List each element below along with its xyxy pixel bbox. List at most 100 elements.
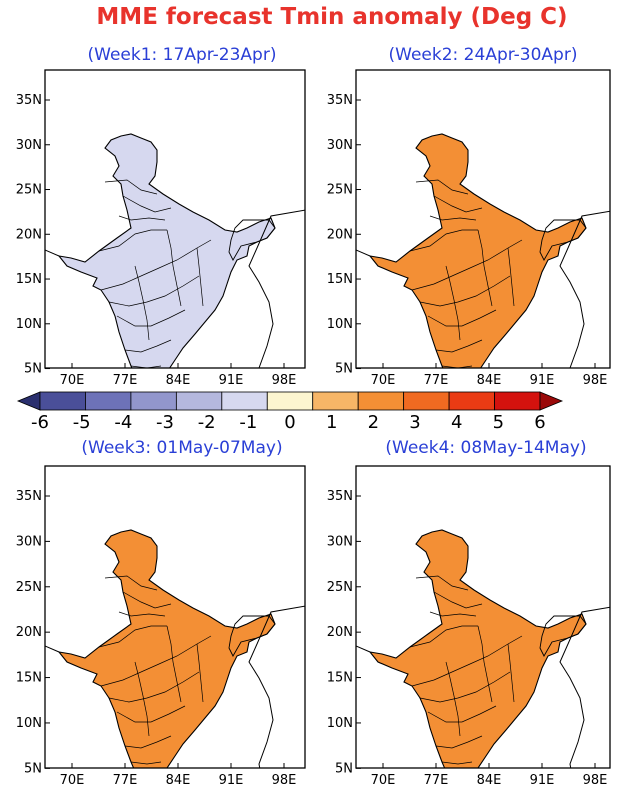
colorbar-swatch	[39, 391, 86, 411]
y-tick-label: 5N	[24, 761, 42, 776]
x-tick-label: 91E	[530, 773, 555, 788]
state-boundary	[98, 625, 167, 648]
colorbar-left-arrow	[16, 391, 41, 411]
x-tick-label: 77E	[424, 773, 449, 788]
map-area-week3	[45, 529, 305, 768]
state-boundary	[454, 772, 468, 790]
colorbar-right-arrow	[539, 391, 564, 411]
x-tick-label: 70E	[371, 773, 396, 788]
state-boundary	[118, 611, 166, 617]
colorbar-label: -1	[239, 412, 257, 433]
y-tick-label: 30N	[327, 138, 353, 153]
colorbar-label: -6	[31, 412, 49, 433]
state-boundary	[429, 611, 477, 617]
x-tick-label: 91E	[219, 773, 244, 788]
x-tick-label: 84E	[477, 773, 502, 788]
y-tick-label: 35N	[327, 93, 353, 108]
x-tick-label: 98E	[272, 373, 297, 388]
state-boundary	[507, 247, 515, 307]
y-tick-label: 20N	[327, 227, 353, 242]
ne-region-outline	[539, 615, 587, 657]
x-tick-label: 98E	[272, 773, 297, 788]
state-boundary	[118, 215, 166, 221]
land-fill	[59, 530, 275, 768]
state-boundary	[104, 575, 158, 591]
land-fill	[370, 530, 586, 768]
panel-title-week4: (Week4: 08May-14May)	[385, 438, 586, 458]
state-boundary	[477, 229, 493, 307]
y-tick-label: 20N	[16, 625, 42, 640]
colorbar-label: -4	[114, 412, 132, 433]
state-boundary	[122, 591, 172, 609]
state-boundary	[427, 705, 497, 723]
x-tick-label: 77E	[113, 373, 138, 388]
colorbar-swatch	[221, 391, 268, 411]
colorbar-label: -3	[156, 412, 174, 433]
coastline	[248, 209, 305, 368]
y-tick-label: 15N	[327, 272, 353, 287]
y-tick-label: 15N	[16, 272, 42, 287]
x-tick-label: 70E	[371, 373, 396, 388]
state-boundary	[433, 591, 483, 609]
x-tick-label: 70E	[60, 773, 85, 788]
colorbar-label: 0	[284, 412, 295, 433]
state-boundary	[427, 309, 497, 327]
colorbar-label: -5	[73, 412, 91, 433]
state-boundary	[166, 625, 182, 703]
land-fill	[370, 134, 586, 368]
map-frame-week2	[355, 69, 611, 369]
colorbar-swatch	[494, 391, 541, 411]
y-tick-label: 25N	[327, 580, 353, 595]
colorbar-swatch	[403, 391, 450, 411]
coastline-west	[356, 249, 371, 257]
state-boundary	[429, 215, 477, 221]
state-boundary	[143, 376, 157, 394]
x-tick-label: 91E	[219, 373, 244, 388]
colorbar-swatch	[130, 391, 177, 411]
colorbar-label: 4	[451, 412, 462, 433]
y-tick-label: 5N	[24, 362, 42, 377]
state-boundary	[441, 761, 473, 765]
x-tick-label: 84E	[166, 373, 191, 388]
colorbar-label: -2	[198, 412, 216, 433]
x-tick-label: 84E	[166, 773, 191, 788]
x-tick-label: 91E	[530, 373, 555, 388]
map-panel-week3: (Week3: 01May-07May) 70E 77E 84E 91E 98E 35N 3…	[16, 438, 306, 788]
colorbar-swatch	[175, 391, 223, 411]
state-boundary	[409, 229, 478, 252]
state-boundary	[108, 275, 200, 307]
x-tick-label: 77E	[113, 773, 138, 788]
india-anomaly-map-week4	[356, 529, 610, 790]
map-area-week4	[356, 529, 610, 790]
state-boundary	[433, 195, 483, 213]
state-boundary	[445, 265, 461, 341]
colorbar-label: 3	[409, 412, 420, 433]
map-panel-week4: (Week4: 08May-14May) 70E 77E 84E 91E 98E 35N 3…	[327, 438, 611, 790]
coastline	[559, 606, 610, 768]
colorbar-label: 5	[493, 412, 504, 433]
land-fill	[59, 134, 275, 368]
y-tick-label: 35N	[327, 489, 353, 504]
ne-region-outline	[228, 615, 276, 657]
country-outline	[57, 529, 276, 768]
colorbar-label: 1	[326, 412, 337, 433]
state-boundary	[166, 229, 182, 307]
india-anomaly-map-week1	[45, 133, 305, 394]
y-tick-label: 5N	[335, 362, 353, 377]
y-tick-label: 25N	[16, 580, 42, 595]
state-boundary	[435, 339, 483, 353]
state-boundary	[116, 309, 186, 327]
state-boundary	[415, 179, 469, 195]
state-boundary	[116, 705, 186, 723]
country-outline	[368, 529, 587, 768]
colorbar-swatch	[85, 391, 132, 411]
coastline-west	[45, 249, 60, 257]
y-tick-label: 20N	[16, 227, 42, 242]
x-tick-label: 77E	[424, 373, 449, 388]
y-tick-label: 15N	[16, 671, 42, 686]
colorbar-swatch	[266, 391, 314, 411]
x-tick-label: 98E	[583, 773, 608, 788]
map-frame-week3	[44, 465, 306, 769]
coastline	[559, 210, 610, 368]
figure-title: MME forecast Tmin anomaly (Deg C)	[96, 4, 567, 30]
